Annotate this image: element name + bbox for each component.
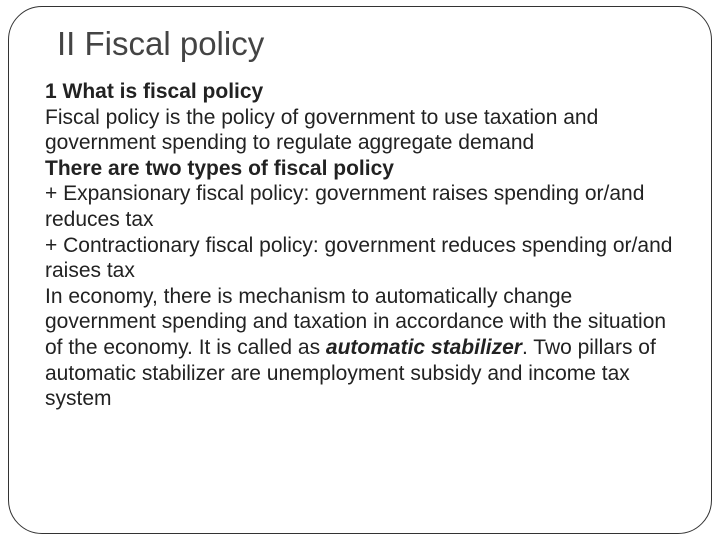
slide-title: II Fiscal policy (57, 25, 675, 63)
bullet-2: + Contractionary fiscal policy: governme… (45, 233, 675, 284)
subheading-1: 1 What is fiscal policy (45, 79, 675, 105)
subheading-2: There are two types of fiscal policy (45, 156, 675, 182)
bullet-1: + Expansionary fiscal policy: government… (45, 181, 675, 232)
slide-body: 1 What is fiscal policy Fiscal policy is… (45, 79, 675, 412)
paragraph-1: Fiscal policy is the policy of governmen… (45, 105, 675, 156)
slide-frame: II Fiscal policy 1 What is fiscal policy… (8, 6, 712, 534)
paragraph-2: In economy, there is mechanism to automa… (45, 284, 675, 412)
term-automatic-stabilizer: automatic stabilizer (326, 336, 522, 359)
